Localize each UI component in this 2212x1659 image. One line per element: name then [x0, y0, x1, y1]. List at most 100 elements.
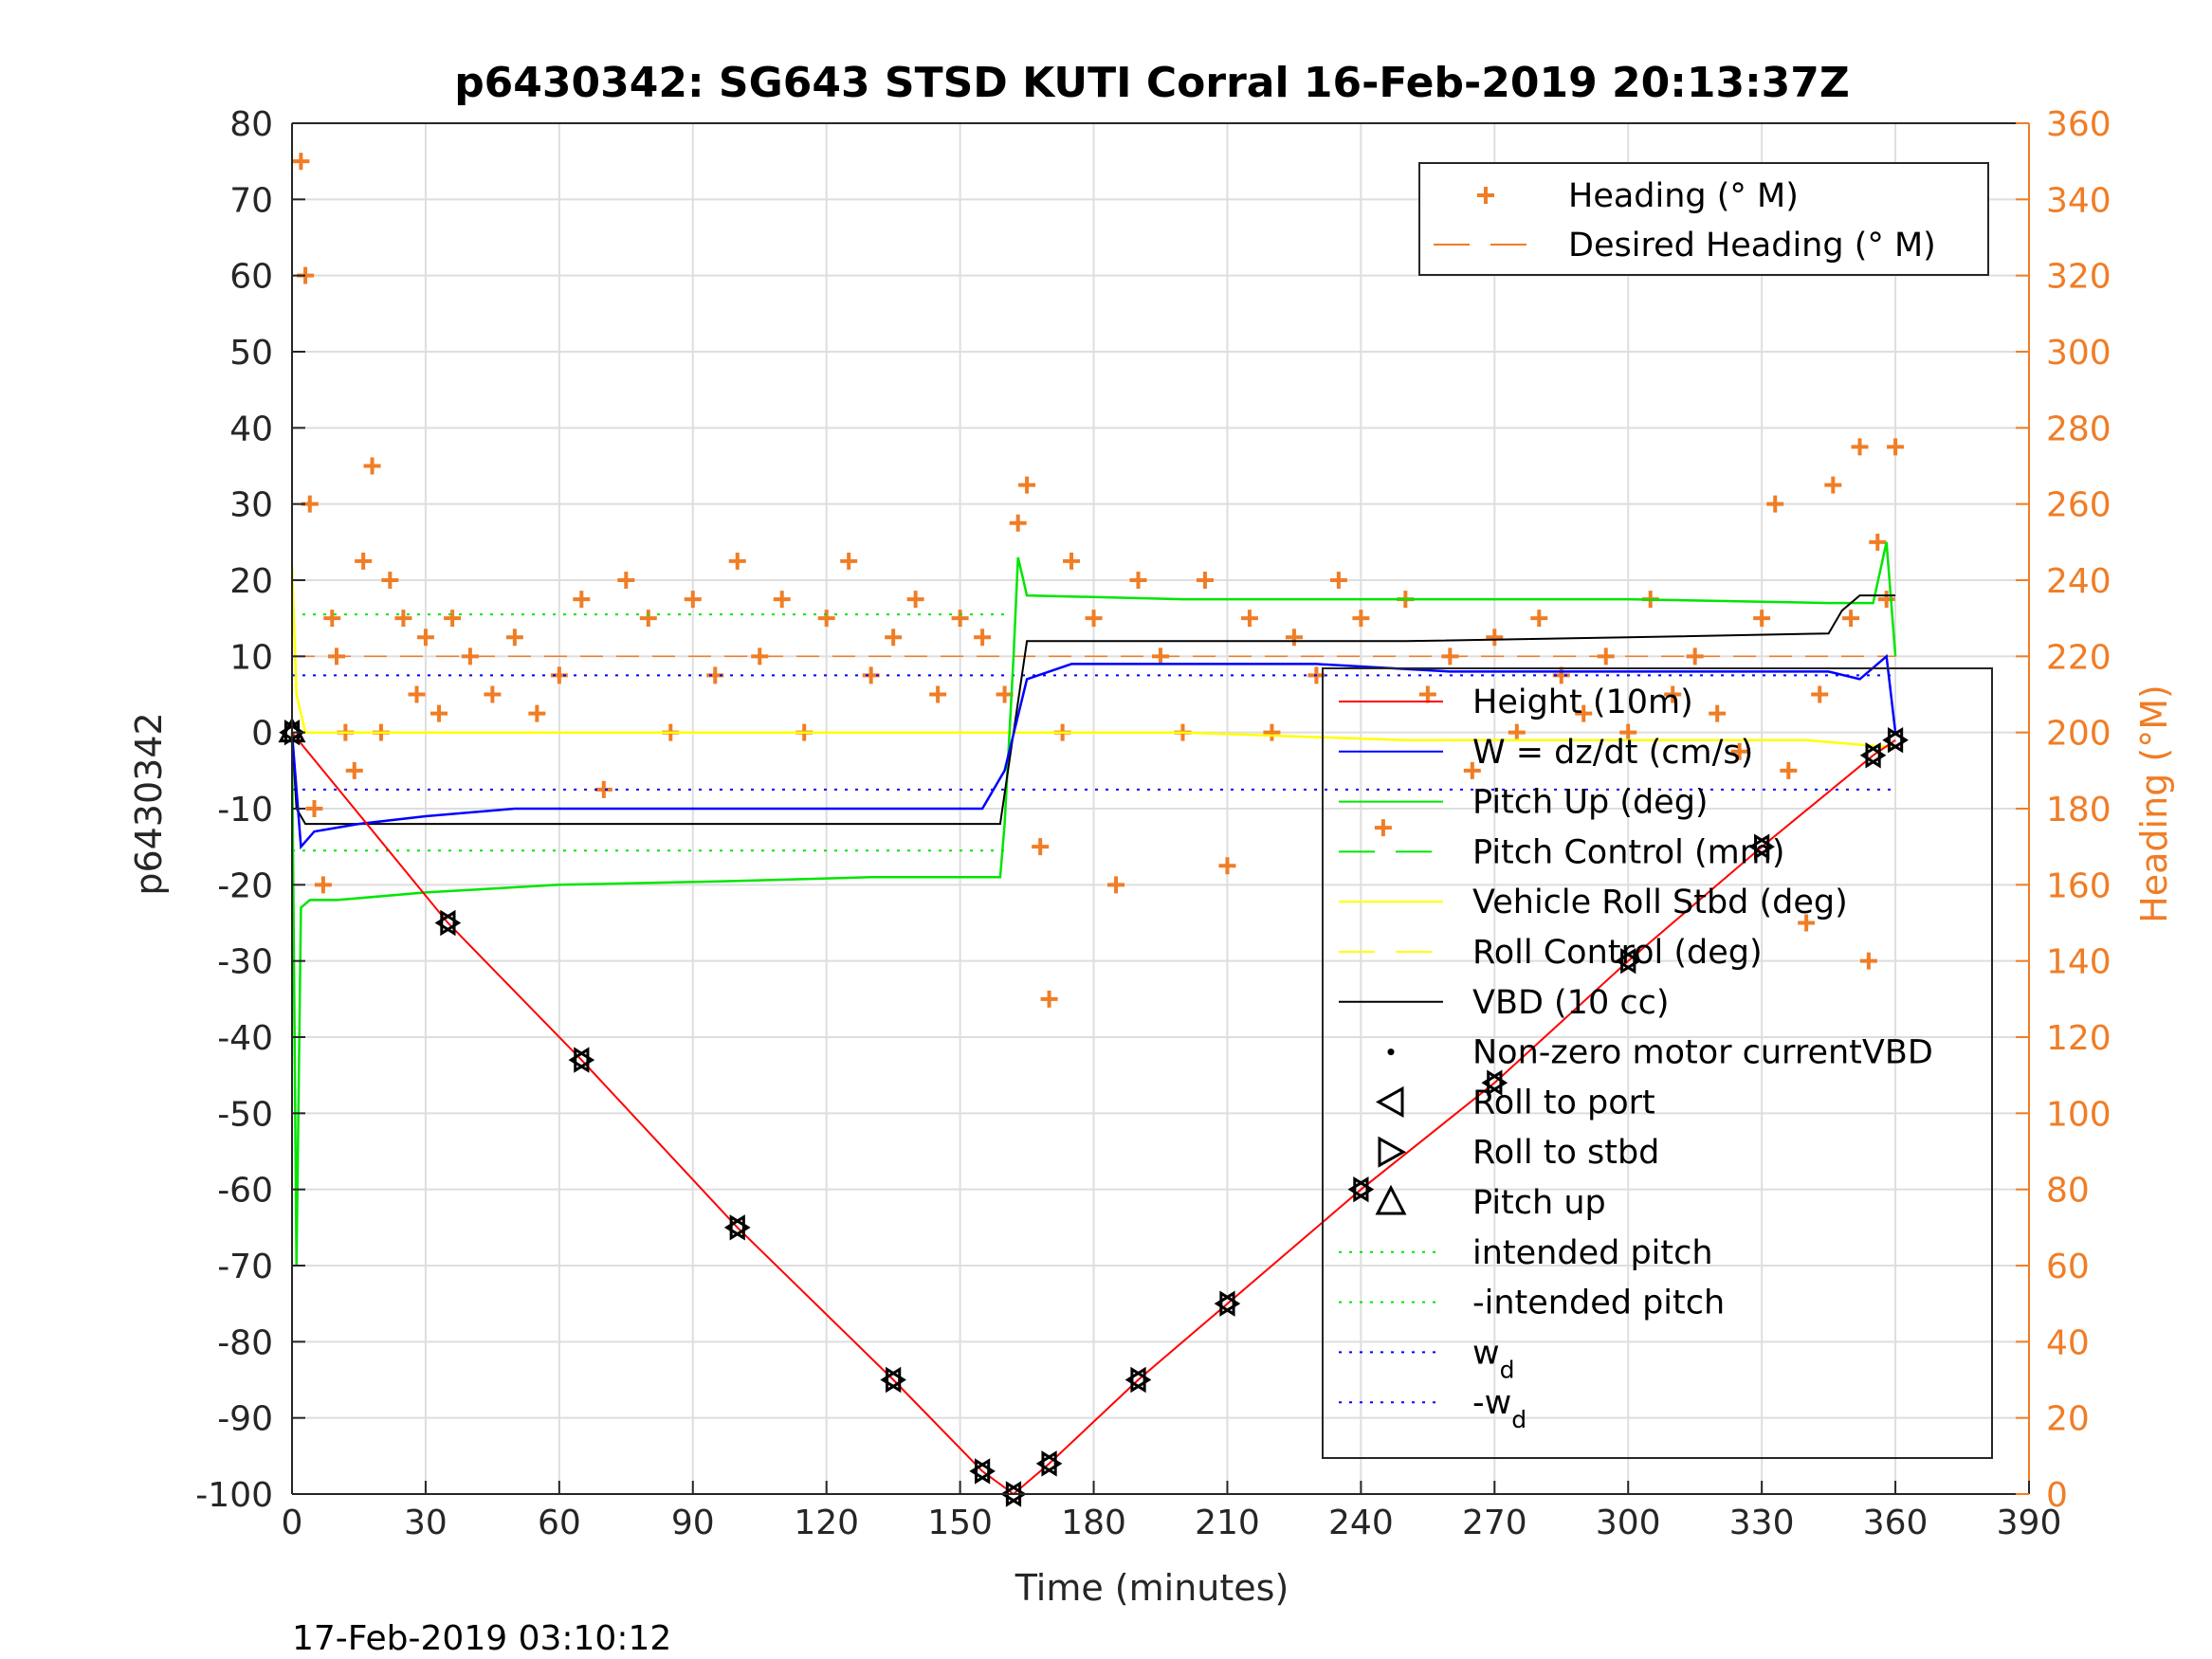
x-tick-label: 60 [538, 1504, 581, 1542]
heading-marker [363, 457, 381, 475]
y-tick-label: -50 [217, 1095, 273, 1134]
legend-main-label: VBD (10 cc) [1472, 984, 1670, 1022]
heading-marker [394, 610, 412, 628]
heading-marker [840, 552, 858, 570]
heading-marker [408, 685, 426, 703]
heading-marker [573, 591, 591, 609]
y-tick-label: 50 [229, 334, 273, 373]
heading-marker [1753, 610, 1771, 628]
legend-symbol [1387, 1048, 1395, 1056]
heading-marker [1463, 761, 1481, 779]
roll-to-stbd-marker [1865, 742, 1887, 769]
roll-to-stbd-marker [729, 1214, 751, 1241]
legends: Heading (° M) Desired Heading (° M) Height… [1322, 162, 1993, 1459]
heading-marker [1798, 914, 1816, 932]
heading-marker [416, 629, 434, 647]
y-right-tick-label: 240 [2046, 562, 2111, 601]
series-line [290, 564, 1896, 749]
footer-timestamp: 17-Feb-2019 03:10:12 [292, 1619, 671, 1658]
heading-marker [1508, 723, 1526, 741]
heading-marker [444, 610, 462, 628]
heading-marker [684, 591, 702, 609]
heading-marker [1085, 610, 1103, 628]
heading-marker [1374, 819, 1392, 837]
heading-marker [1107, 876, 1125, 894]
heading-marker [929, 685, 947, 703]
y-right-tick-label: 260 [2046, 486, 2111, 525]
series-roll-markers [278, 717, 1909, 1507]
y-axis-label: p6430342 [128, 712, 170, 895]
roll-to-stbd-marker [1487, 1069, 1508, 1096]
heading-marker [1824, 476, 1842, 494]
y-tick-label: -10 [217, 791, 273, 830]
legend-symbol [1378, 1136, 1407, 1168]
legend-main: Height (10m) W = dz/dt (cm/s) Pitch Up (de… [1322, 667, 1993, 1459]
y-right-tick-label: 360 [2046, 105, 2111, 144]
heading-marker [885, 629, 903, 647]
y-tick-label: 10 [229, 638, 273, 677]
legend-heading: Heading (° M) Desired Heading (° M) [1418, 162, 1989, 276]
legend-main-label: Height (10m) [1472, 684, 1693, 721]
heading-marker [639, 610, 657, 628]
roll-to-port-marker [1748, 833, 1770, 860]
roll-to-port-marker [880, 1366, 902, 1394]
x-axis-label: Time (minutes) [1015, 1567, 1289, 1609]
y-right-tick-label: 0 [2046, 1476, 2068, 1515]
heading-marker [974, 629, 992, 647]
y-right-tick-label: 60 [2046, 1248, 2090, 1286]
y-tick-label: -30 [217, 943, 273, 982]
heading-marker [1009, 514, 1027, 532]
series-layer [278, 153, 1909, 1507]
heading-marker [1709, 704, 1727, 722]
y-right-tick-label: 220 [2046, 638, 2111, 677]
y-right-tick-label: 140 [2046, 943, 2111, 982]
roll-to-port-marker [1859, 742, 1881, 769]
legend-heading-label: Heading (° M) [1568, 177, 1799, 215]
x-tick-label: 150 [927, 1504, 993, 1542]
heading-marker [1842, 610, 1860, 628]
legend-main-label: Roll to stbd [1472, 1134, 1659, 1172]
heading-marker [1730, 742, 1748, 760]
roll-to-stbd-marker [1041, 1450, 1063, 1477]
legend-main-label: intended pitch [1472, 1234, 1713, 1272]
heading-marker [951, 610, 969, 628]
y-tick-label: 0 [251, 715, 273, 754]
heading-marker [1018, 476, 1036, 494]
legend-symbol [1477, 187, 1494, 204]
roll-to-port-marker [1882, 726, 1904, 754]
legend-main-label: Pitch Up (deg) [1472, 784, 1709, 822]
heading-marker [1032, 838, 1050, 856]
x-tick-label: 360 [1863, 1504, 1929, 1542]
series-line [290, 653, 1897, 850]
roll-to-port-marker [1035, 1450, 1057, 1477]
legend-main-label-sub: d [1511, 1406, 1526, 1433]
legend-symbol [1375, 1184, 1407, 1215]
roll-to-port-marker [1481, 1069, 1503, 1096]
roll-to-port-marker [1124, 1366, 1146, 1394]
heading-marker [355, 552, 373, 570]
heading-marker [505, 629, 523, 647]
roll-to-stbd-marker [1219, 1290, 1241, 1317]
heading-marker [1486, 629, 1504, 647]
roll-to-stbd-marker [1620, 947, 1642, 975]
heading-marker [1285, 629, 1303, 647]
roll-to-port-marker [1347, 1176, 1369, 1203]
heading-marker [430, 704, 448, 722]
y-tick-label: 30 [229, 486, 273, 525]
heading-marker [906, 591, 924, 609]
heading-marker [1263, 723, 1281, 741]
y-right-tick-label: 80 [2046, 1172, 2090, 1211]
heading-marker [1530, 610, 1548, 628]
y-right-tick-label: 300 [2046, 334, 2111, 373]
roll-to-port-marker [723, 1214, 745, 1241]
x-tick-label: 30 [404, 1504, 448, 1542]
heading-marker [1196, 572, 1214, 589]
heading-marker [1859, 952, 1877, 970]
heading-marker [1352, 610, 1370, 628]
x-tick-label: 390 [1997, 1504, 2062, 1542]
heading-marker [1040, 990, 1058, 1008]
roll-to-stbd-marker [574, 1047, 595, 1073]
legend-main-label: W = dz/dt (cm/s) [1472, 734, 1753, 772]
heading-marker [1240, 610, 1258, 628]
roll-to-stbd-marker [975, 1458, 996, 1485]
